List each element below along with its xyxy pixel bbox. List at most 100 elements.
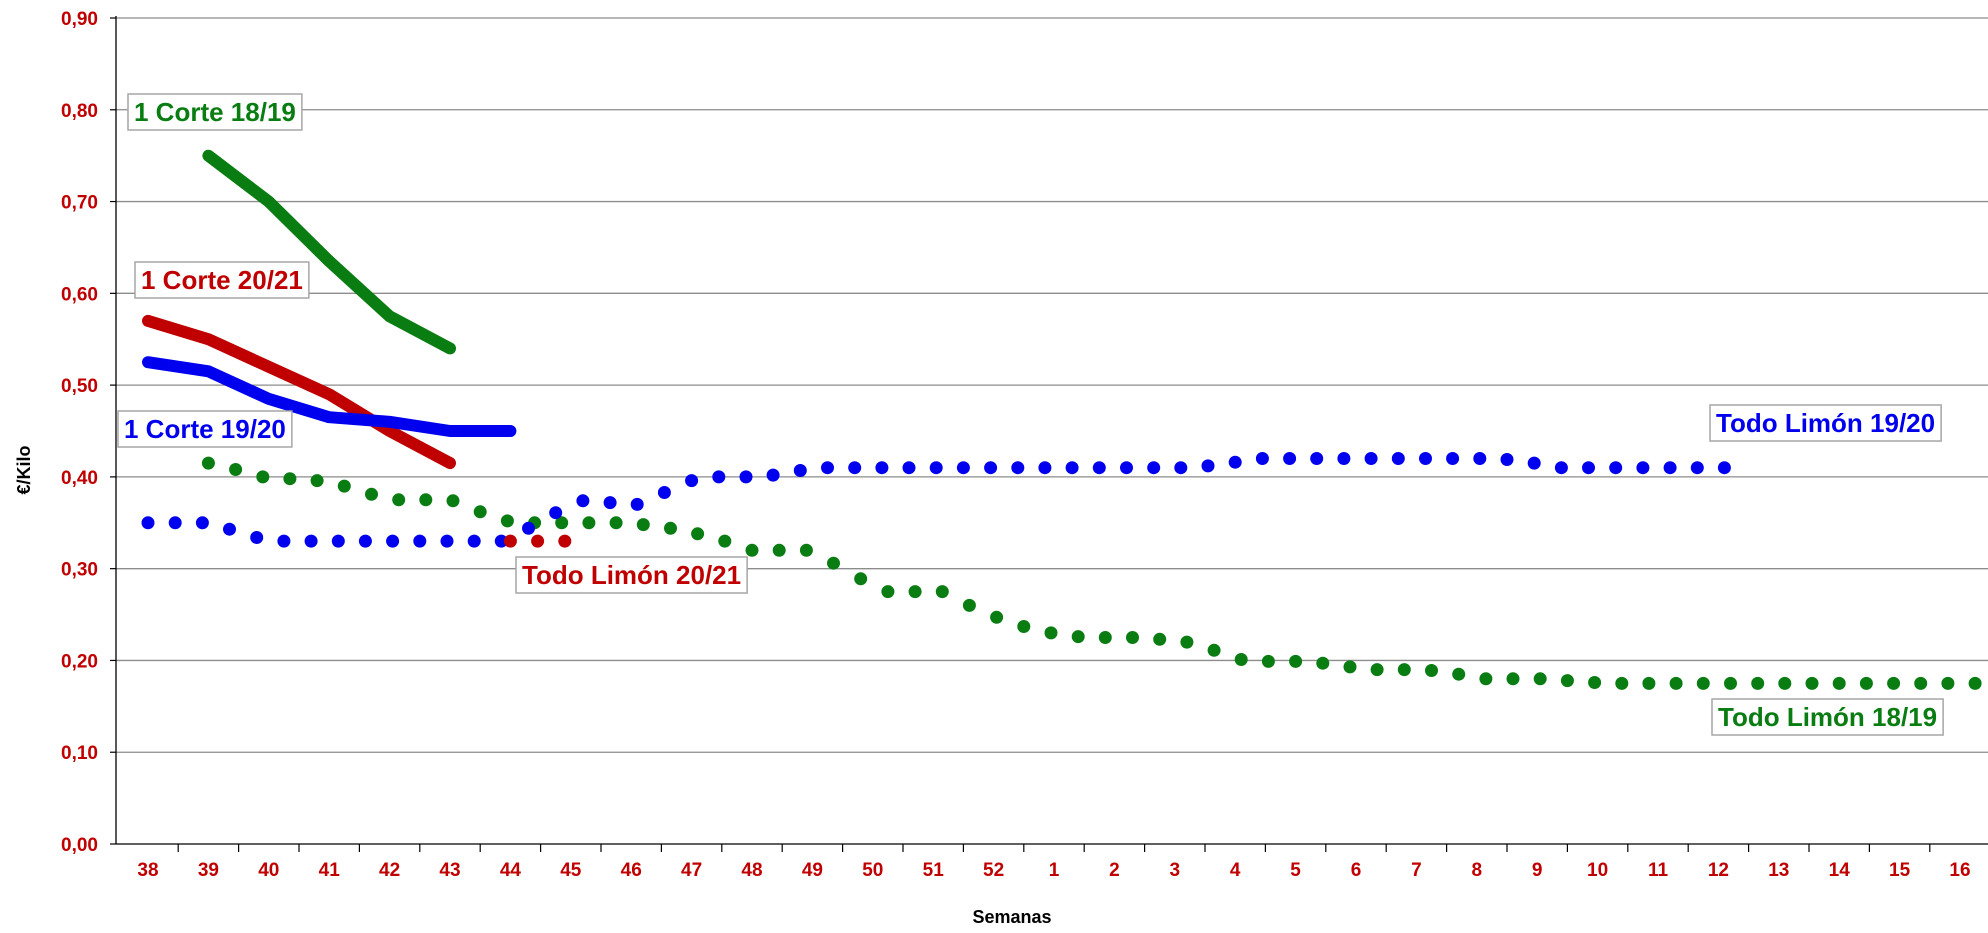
series-point [304,534,318,548]
annotation-box [515,556,748,594]
series-point [664,521,677,535]
series-4 [141,452,1731,548]
series-point [1452,667,1466,681]
series-point [1669,676,1683,690]
series-point [1717,461,1731,475]
series-point [984,461,998,475]
series-point [827,556,840,570]
series-2 [142,356,517,437]
series-point [1582,461,1595,475]
series-point [929,461,943,475]
x-tick-label: 38 [137,860,158,881]
series-point [277,534,291,548]
annotation-box [134,261,310,299]
annotation-text: Todo Limón 18/19 [1718,702,1937,732]
series-point [1310,452,1324,465]
series-point [467,534,481,548]
y-tick-label: 0,30 [61,560,98,581]
series-point [1120,461,1133,475]
series-point [793,464,807,477]
series-point [283,472,297,486]
series-point [419,493,433,507]
series-point [1234,653,1248,666]
series-point [1609,461,1623,475]
x-tick-label: 43 [439,860,460,881]
series-point [691,527,705,541]
series-point [1289,654,1303,668]
series-point [1092,461,1106,475]
y-tick-label: 0,00 [61,835,98,856]
y-tick-label: 0,40 [61,468,98,489]
series-point [1663,461,1677,475]
series-point [1615,676,1629,690]
series-point [1832,676,1846,690]
x-tick-label: 40 [258,860,279,881]
series-point [630,497,644,511]
series-line [202,149,456,355]
series-point [195,516,209,530]
series-point [1017,620,1031,633]
y-tick-label: 0,60 [61,284,98,305]
series-point [1337,452,1351,465]
series-point [337,479,351,493]
y-tick-label: 0,20 [61,651,98,672]
series-point [1343,660,1357,674]
x-axis-title: Semanas [972,907,1051,927]
x-tick-label: 2 [1109,860,1120,881]
series-point [1180,635,1194,649]
series-point [1126,631,1139,644]
series-point [1506,672,1520,686]
series-point [576,494,590,508]
series-point [962,598,976,612]
series-point [1044,626,1058,640]
series-point [1261,654,1275,668]
series-5 [503,534,572,548]
x-tick-label: 50 [862,860,883,881]
series-point [956,461,970,475]
series-3 [201,456,1982,690]
series-point [250,531,264,544]
annotation-label: Todo Limón 18/19 [1711,698,1944,736]
x-tick-label: 4 [1230,860,1241,881]
series-point [1887,676,1901,690]
series-point [1751,676,1765,690]
series-point [1859,676,1873,690]
series-point [555,516,569,530]
annotation-text: 1 Corte 19/20 [124,414,286,444]
x-tick-label: 10 [1587,860,1608,881]
series-point [848,461,862,475]
series-point [310,474,324,488]
x-tick-label: 47 [681,860,702,881]
series-point [141,516,155,530]
x-tick-label: 48 [741,860,762,881]
series-point [1391,452,1405,465]
series-point [799,543,813,557]
series-point [1724,676,1737,690]
series-point [256,470,270,484]
series-point [712,470,726,484]
annotation-label: Todo Limón 19/20 [1709,404,1942,442]
series-point [854,572,868,586]
annotation-box [1709,404,1942,442]
x-tick-label: 12 [1708,860,1729,881]
annotation-text: 1 Corte 20/21 [141,265,303,295]
series-point [500,514,514,528]
series-point [1397,663,1411,677]
series-point [1174,461,1188,475]
series-point [1370,663,1384,677]
series-point [609,516,623,530]
series-point [494,534,508,548]
series-point [935,585,949,599]
series-point [1419,452,1432,465]
y-tick-label: 0,50 [61,376,98,397]
series-point [168,516,182,530]
series-line [142,314,456,470]
series-point [1805,676,1819,690]
series-point [1011,461,1025,475]
x-tick-label: 3 [1170,860,1181,881]
series-point [1153,632,1167,646]
series-point [1283,452,1297,465]
x-tick-label: 44 [500,860,522,881]
series-point [1147,461,1161,475]
series-point [1642,676,1656,690]
